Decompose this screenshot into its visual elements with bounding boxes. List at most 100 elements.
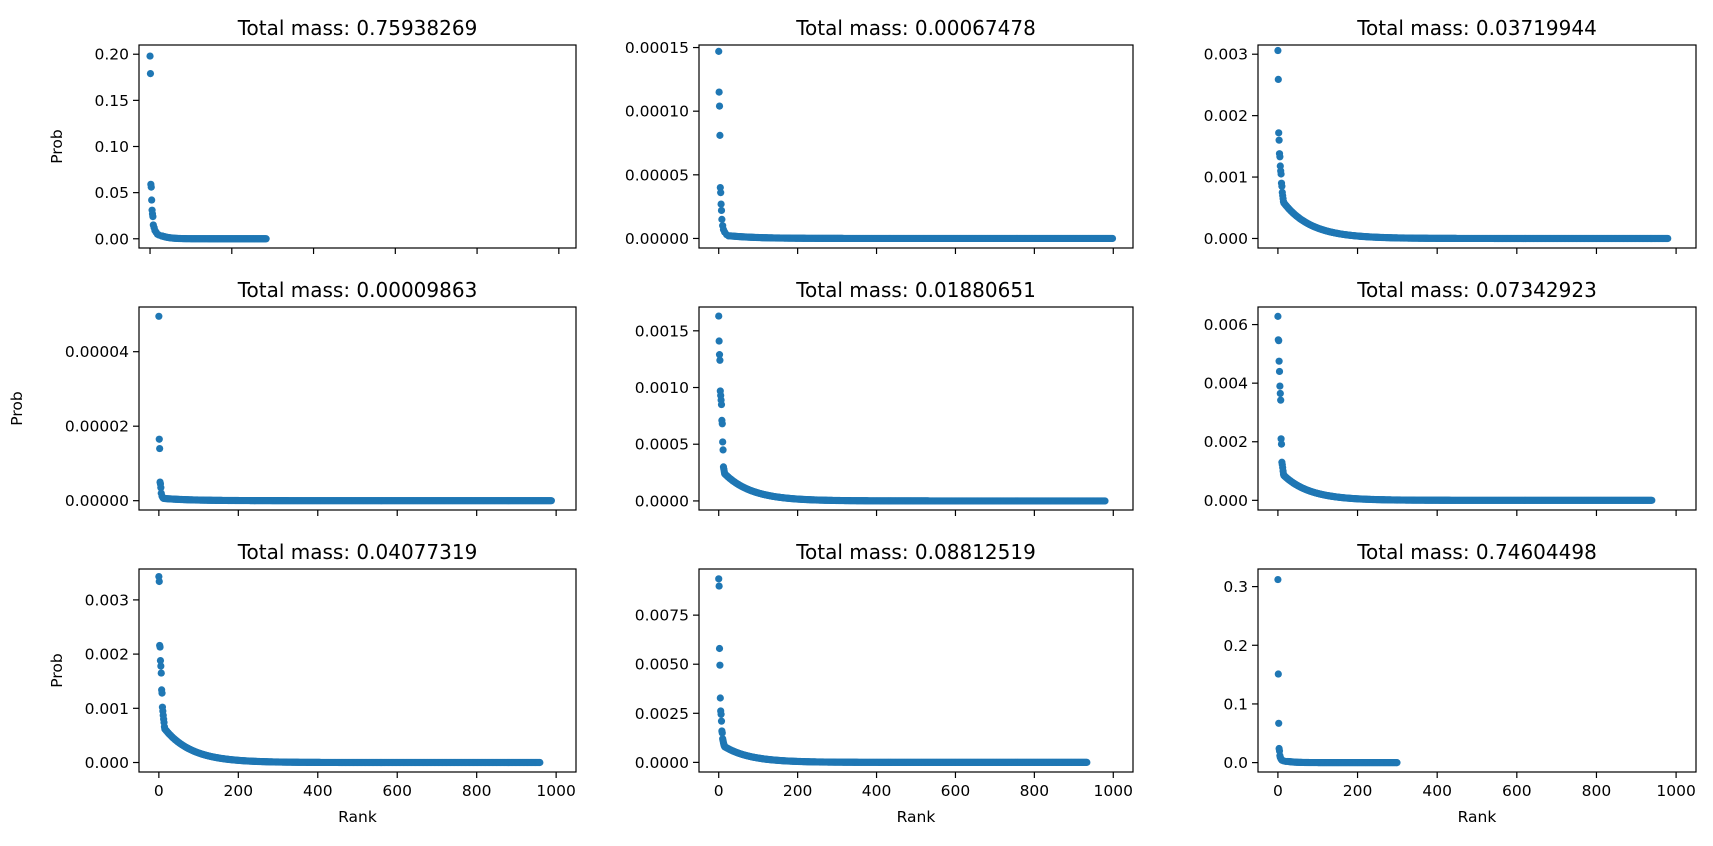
y-tick-label: 0.2 [1223,637,1248,655]
data-point [716,694,724,702]
x-tick-label: 600 [941,782,971,800]
data-point [1275,129,1283,137]
data-point [715,351,724,359]
x-tick-label: 1000 [1094,782,1133,800]
subplot-title: Total mass: 0.00067478 [795,16,1036,40]
x-tick-label: 800 [462,782,492,800]
subplot-title: Total mass: 0.04077319 [237,540,478,564]
y-tick-label: 0.10 [94,138,129,156]
y-axis-label: Prob [48,129,66,163]
x-tick-label: 400 [862,782,892,800]
data-point [716,356,724,364]
data-point [715,312,723,320]
data-point [716,131,724,139]
data-point [715,102,724,110]
data-point [715,575,723,583]
x-tick-label: 400 [1422,782,1452,800]
y-tick-label: 0.00015 [625,39,689,57]
x-axis-label: Rank [897,808,936,826]
x-tick-label: 400 [303,782,333,800]
data-point [1275,357,1283,365]
data-point [1278,182,1286,190]
y-tick-label: 0.1 [1223,695,1248,713]
data-point [1274,575,1282,584]
y-tick-label: 0.000 [85,754,129,772]
scatter-points [1274,575,1401,767]
subplot-7: Total mass: 0.04077319 0.000 0.001 0.002 0.0… [48,540,577,826]
data-point [156,643,164,651]
y-tick-label: 0.0000 [635,754,689,772]
data-point [1393,759,1401,767]
x-tick-label: 0 [714,782,724,800]
y-tick-label: 0.003 [85,591,129,609]
y-tick-label: 0.00005 [625,166,689,184]
data-point [1108,234,1117,243]
y-tick-label: 0.001 [1204,169,1248,187]
data-point [715,582,723,590]
data-point [156,657,165,665]
subplot-1: Total mass: 0.75938269 0.00 0.05 0.10 0.15 0.… [48,16,577,254]
data-point [717,717,726,725]
data-point [1274,670,1282,678]
scatter-points [1274,312,1656,504]
data-point [146,52,154,60]
scatter-points [155,572,544,767]
scatter-points [715,575,1091,766]
data-point [146,70,155,78]
data-point [719,438,727,446]
subplot-4: Total mass: 0.00009863 0.00000 0.00002 0.00… [8,278,577,516]
y-tick-label: 0.002 [85,646,129,664]
y-tick-label: 0.003 [1204,46,1248,64]
data-point [1275,136,1283,144]
data-point [1664,234,1672,243]
data-point [1277,170,1285,178]
y-tick-label: 0.00004 [65,343,129,361]
y-tick-label: 0.0005 [635,436,689,454]
data-point [1274,75,1282,83]
data-point [1276,382,1284,390]
x-tick-label: 200 [1343,782,1373,800]
data-point [1275,337,1283,345]
data-point [717,710,725,718]
data-point [155,577,163,586]
data-point [1275,367,1284,376]
data-point [718,215,726,223]
subplot-title: Total mass: 0.01880651 [795,278,1036,302]
y-tick-label: 0.00010 [625,103,689,121]
x-tick-label: 200 [783,782,813,800]
x-tick-label: 800 [1582,782,1612,800]
data-point [716,661,724,669]
y-tick-label: 0.000 [1204,492,1248,510]
y-tick-label: 0.002 [1204,107,1248,125]
data-point [1274,312,1282,320]
data-point [155,435,163,443]
axes-frame [698,306,1134,511]
data-point [157,662,165,670]
x-tick-label: 600 [382,782,412,800]
data-point [1277,435,1285,443]
y-tick-label: 0.05 [94,184,129,202]
data-point [1274,46,1282,55]
subplot-9: Total mass: 0.74604498 0.0 0.1 0.2 0.3 0 200 40… [1223,540,1697,826]
scatter-points [146,52,270,243]
y-tick-label: 0.00 [94,230,129,248]
axes-frame [138,44,577,249]
subplot-title: Total mass: 0.08812519 [795,540,1036,564]
data-point [715,47,723,55]
data-point [547,497,555,505]
y-tick-label: 0.0050 [635,656,689,674]
y-tick-label: 0.000 [1204,230,1248,248]
data-point [148,196,156,204]
x-tick-label: 800 [1020,782,1050,800]
y-tick-label: 0.3 [1223,578,1248,596]
y-tick-label: 0.002 [1204,433,1248,451]
x-axis-label: Rank [338,808,377,826]
data-point [1083,758,1091,766]
data-point [715,644,724,653]
data-point [715,88,723,96]
axes-frame [1257,306,1697,511]
x-tick-label: 600 [1502,782,1532,800]
y-tick-label: 0.00000 [65,492,129,510]
axes-frame [138,568,577,773]
